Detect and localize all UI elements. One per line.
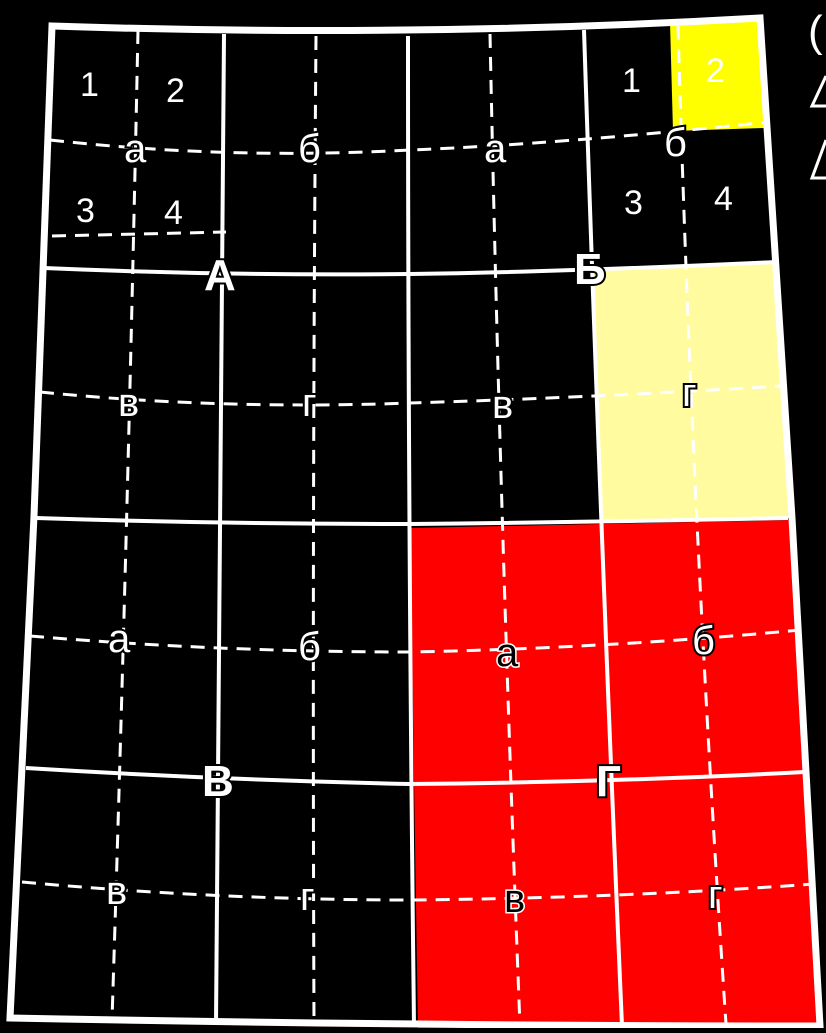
subcell-g-a: а [496,631,519,675]
dashed-line-small-left [51,230,227,238]
dashed-line-h4 [21,880,815,902]
number-3-right: 3 [624,184,643,222]
solid-line-v-center [406,35,416,1027]
number-4-left: 4 [164,194,183,232]
subcell-b-b: б [664,121,687,165]
subcell-v-g: г [300,875,315,919]
subcell-b-g: г [682,371,697,415]
highlight-cell-b-b-2 [670,20,764,131]
sheet-frame [6,14,824,1030]
subcell-v-a: а [108,617,131,661]
number-4-right: 4 [714,180,733,218]
edge-triangle-1 [809,75,826,108]
number-1-right: 1 [622,62,641,100]
dashed-line-v3 [488,33,522,1027]
dashed-line-v4 [676,25,728,1025]
number-2-left: 2 [166,72,185,110]
subcell-v-b: б [298,625,321,669]
subcell-b-v: в [492,383,513,427]
subcell-g-v: в [504,877,525,921]
subcell-b-a: а [484,127,507,171]
quadrant-label-v: В [202,757,234,806]
number-1-left: 1 [80,66,99,104]
subcell-v-v: в [106,869,127,913]
solid-line-v-left [214,33,226,1025]
subcell-g-b: б [692,619,715,663]
quadrant-label-g: Г [596,757,621,806]
subcell-g-g: г [708,873,723,917]
subcell-a-a: а [124,127,147,171]
edge-glyph-top: ( [808,7,823,56]
solid-line-v-right [582,29,624,1027]
number-3-left: 3 [76,192,95,230]
subcell-a-g: г [302,381,317,425]
subcell-a-v: в [118,381,139,425]
quadrant-label-b: Б [574,245,606,294]
quadrant-label-a: А [204,251,236,300]
number-2-right: 2 [706,52,725,90]
subcell-a-b: б [298,127,321,171]
edge-triangle-2 [809,139,826,180]
